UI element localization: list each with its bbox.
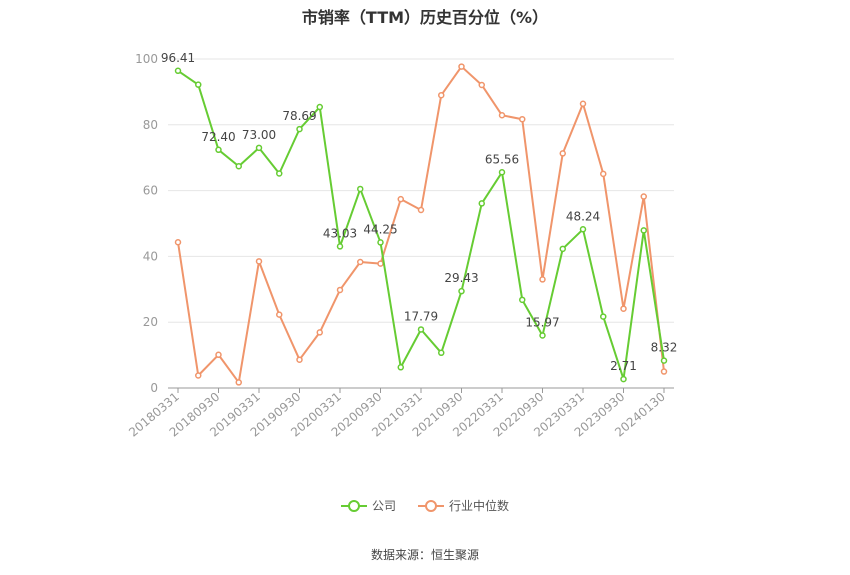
company-point <box>417 326 425 333</box>
industry-point <box>640 193 647 200</box>
series <box>174 63 668 386</box>
company-point <box>559 245 566 253</box>
data-label: 73.00 <box>242 128 276 142</box>
industry-series-line <box>177 65 665 384</box>
company-point <box>215 146 222 154</box>
company-point <box>620 375 627 383</box>
industry-point <box>255 258 263 265</box>
data-label: 96.41 <box>161 51 195 65</box>
data-label: 78.69 <box>282 109 316 123</box>
industry-point <box>195 372 202 379</box>
data-label: 8.32 <box>651 341 678 355</box>
data-label: 65.56 <box>485 152 519 166</box>
industry-point <box>397 195 404 203</box>
industry-point <box>336 286 344 294</box>
company-point <box>660 357 668 364</box>
legend-company-label: 公司 <box>371 499 396 513</box>
legend-industry-swatch-icon <box>418 499 444 512</box>
company-point <box>357 185 364 193</box>
data-source: 数据来源：恒生聚源 <box>370 548 479 562</box>
data-label: 17.79 <box>404 309 438 323</box>
y-tick-label: 60 <box>143 184 158 198</box>
company-point <box>296 125 303 133</box>
industry-point <box>235 379 242 386</box>
data-label: 15.97 <box>525 315 559 329</box>
data-labels: 96.41 72.40 73.00 78.69 43.03 44.25 17.79 29.43… <box>161 51 678 373</box>
industry-point <box>417 206 425 214</box>
y-tick-label: 20 <box>143 315 158 329</box>
company-point <box>276 170 283 177</box>
company-point <box>377 239 384 246</box>
industry-point <box>559 150 566 157</box>
industry-point <box>620 305 627 312</box>
chart-title: 市销率（TTM）历史百分位（%） <box>301 8 549 27</box>
grid-lines <box>168 58 674 323</box>
industry-point <box>600 170 607 178</box>
company-point <box>397 364 404 371</box>
data-label: 29.43 <box>444 271 478 285</box>
industry-point <box>660 368 668 375</box>
company-point <box>195 81 202 88</box>
industry-point <box>296 356 303 363</box>
industry-point <box>539 276 546 283</box>
company-point <box>255 144 263 152</box>
axes: 0204060801002018033120180930201903312019… <box>126 52 674 440</box>
legend-company-swatch-icon <box>340 499 367 512</box>
company-point <box>478 200 485 207</box>
industry-point <box>498 112 506 119</box>
y-tick-label: 100 <box>135 52 158 66</box>
company-point <box>336 243 344 250</box>
legend: 公司 行业中位数 <box>0 497 850 514</box>
industry-point <box>276 311 283 318</box>
data-label: 72.40 <box>201 130 235 144</box>
industry-point <box>519 115 526 123</box>
y-tick-label: 80 <box>143 118 158 132</box>
data-label: 2.71 <box>610 359 637 373</box>
y-tick-label: 40 <box>143 249 158 263</box>
industry-point <box>458 63 465 70</box>
industry-point <box>215 351 222 359</box>
industry-point <box>316 329 323 336</box>
company-point <box>519 296 526 304</box>
industry-point <box>438 91 445 99</box>
company-point <box>539 332 546 339</box>
industry-point <box>377 260 384 267</box>
company-point <box>235 163 242 170</box>
legend-item-company[interactable]: 公司 <box>340 497 396 514</box>
company-point <box>316 103 323 111</box>
industry-point <box>174 239 182 246</box>
company-point <box>640 227 647 234</box>
industry-point <box>357 258 364 266</box>
data-label: 43.03 <box>323 226 357 240</box>
legend-industry-label: 行业中位数 <box>449 499 510 513</box>
company-point <box>600 313 607 320</box>
industry-point <box>579 100 587 107</box>
y-tick-label: 0 <box>150 381 158 395</box>
company-point <box>458 287 465 295</box>
company-point <box>579 226 587 233</box>
company-point <box>174 67 182 75</box>
legend-item-industry[interactable]: 行业中位数 <box>418 497 509 514</box>
data-label: 48.24 <box>566 209 600 223</box>
industry-point <box>478 81 485 89</box>
company-point <box>498 169 506 176</box>
company-point <box>438 349 445 357</box>
data-label: 44.25 <box>363 222 397 236</box>
company-series-line <box>177 69 665 381</box>
